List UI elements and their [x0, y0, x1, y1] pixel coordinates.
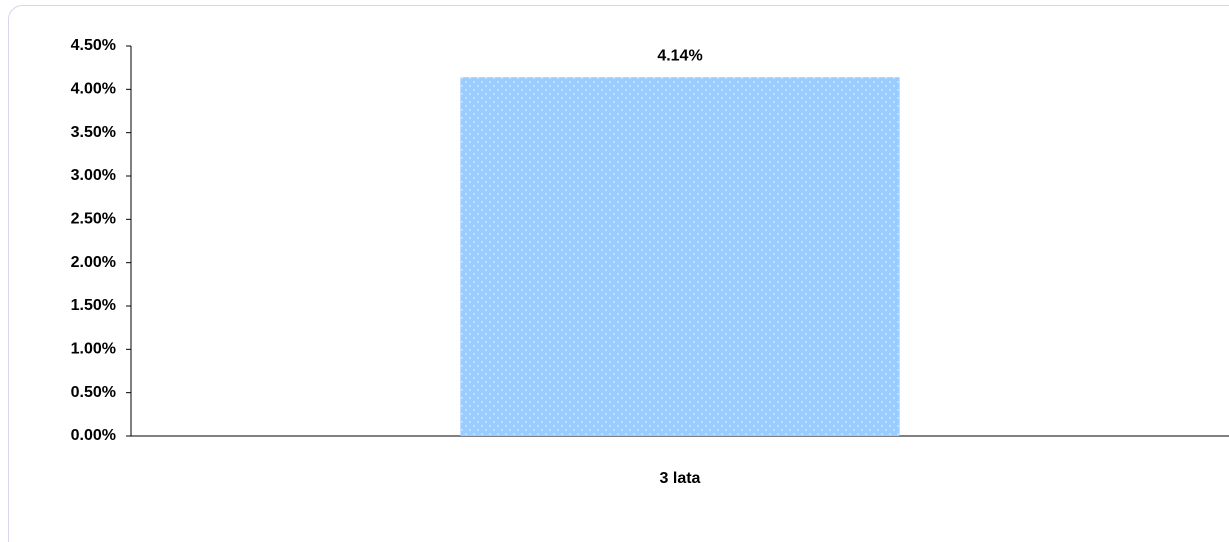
chart-frame — [8, 5, 1229, 542]
y-tick-label: 4.50% — [71, 37, 116, 54]
x-tick-label: 3 lata — [660, 470, 701, 487]
y-tick-label: 3.00% — [71, 167, 116, 184]
y-tick-label: 2.50% — [71, 211, 116, 228]
y-tick-label: 1.00% — [71, 341, 116, 358]
y-tick-label: 3.50% — [71, 124, 116, 141]
bar — [460, 77, 900, 436]
y-tick-label: 1.50% — [71, 297, 116, 314]
y-tick-label: 0.50% — [71, 384, 116, 401]
y-tick-label: 4.00% — [71, 81, 116, 98]
data-label: 4.14% — [657, 47, 702, 64]
y-tick-label: 2.00% — [71, 254, 116, 271]
y-tick-label: 0.00% — [71, 427, 116, 444]
